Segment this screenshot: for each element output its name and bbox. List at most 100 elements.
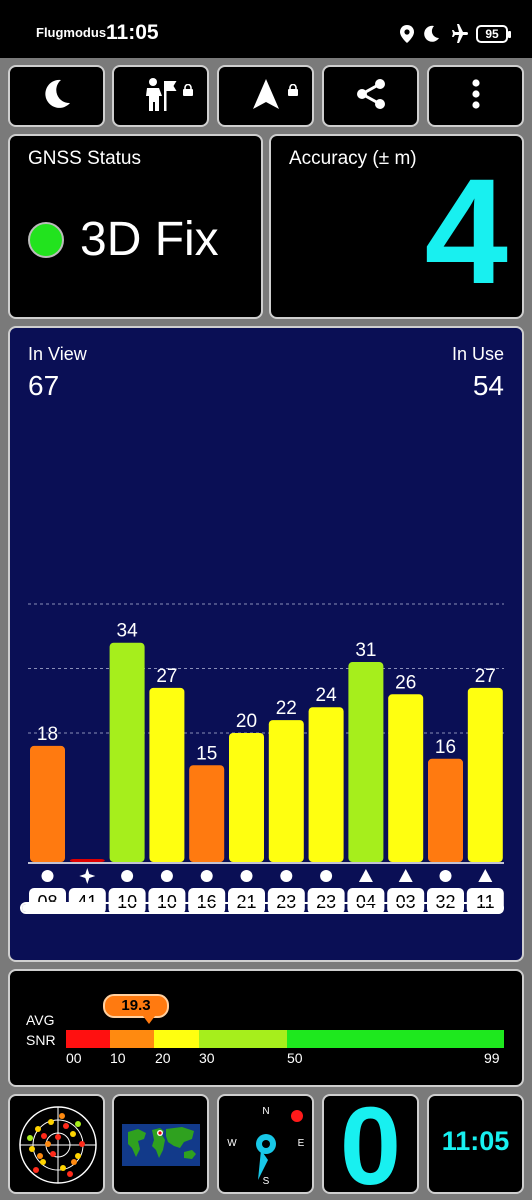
snr-scale-segment (66, 1030, 111, 1048)
chart-scrollbar[interactable] (20, 902, 504, 914)
in-view-count: 67 (28, 370, 60, 401)
skyview-button[interactable] (8, 1094, 105, 1194)
snr-bar (30, 745, 65, 862)
accuracy-value: 4 (424, 147, 508, 315)
clock-button[interactable]: 11:05 (427, 1094, 524, 1194)
bar-value-label: 24 (316, 685, 338, 706)
in-use-label: In Use (451, 344, 504, 364)
snr-bar (149, 687, 185, 862)
constellation-triangle-icon (478, 869, 493, 882)
skyview-radar-icon (18, 1104, 98, 1190)
lock-icon (183, 81, 193, 100)
status-bar: Flugmodus 11:05 95 (0, 0, 532, 58)
satellite-id-badge (148, 888, 186, 914)
satellite-id-badge (466, 888, 504, 914)
night-mode-button[interactable] (8, 65, 105, 127)
snr-color-scale (66, 1030, 504, 1048)
snr-scale-segment (287, 1030, 504, 1048)
moon-icon (422, 25, 440, 43)
snr-tick-label: 99 (484, 1050, 500, 1066)
battery-icon: 95 (476, 25, 511, 43)
in-view-label: In View (28, 344, 87, 364)
bar-value-label: 22 (276, 698, 297, 719)
snr-bar (467, 687, 503, 862)
bar-value-label: 18 (37, 724, 58, 745)
clock-display: 11:05 (441, 1126, 510, 1156)
share-icon (355, 78, 387, 114)
satellite-id-badge (228, 888, 265, 914)
constellation-circle-icon (280, 870, 293, 882)
constellation-triangle-icon (398, 869, 413, 882)
constellation-circle-icon (320, 870, 333, 882)
avg-snr-label: AVG SNR (26, 1010, 56, 1050)
navigation-lock-button[interactable] (217, 65, 314, 127)
satellite-id-badge (387, 888, 425, 914)
snr-tick-label: 30 (199, 1050, 215, 1066)
snr-label: SNR (26, 1032, 56, 1048)
constellation-circle-icon (160, 870, 173, 882)
snr-scale-segment (154, 1030, 199, 1048)
satellite-id-badge (307, 888, 345, 914)
airplane-icon (448, 24, 468, 44)
bar-value-label: 27 (156, 666, 177, 687)
flight-mode-label: Flugmodus (36, 25, 107, 40)
compass-button[interactable]: N E S W (217, 1094, 314, 1194)
more-menu-button[interactable] (427, 65, 524, 127)
snr-bar (69, 859, 105, 862)
accuracy-panel[interactable]: Accuracy (± m) 4 (269, 134, 524, 319)
constellation-circle-icon (121, 870, 134, 882)
navigation-arrow-icon (252, 79, 279, 113)
snr-bar (348, 662, 384, 862)
snr-tick-label: 20 (155, 1050, 171, 1066)
constellation-triangle-icon (358, 869, 373, 882)
fix-status-text: 3D Fix (80, 213, 219, 266)
snr-scale-segment (198, 1030, 288, 1048)
snr-tick-label: 00 (66, 1050, 82, 1066)
bar-value-label: 16 (435, 737, 456, 758)
snr-bar (109, 642, 145, 862)
map-lock-button[interactable] (112, 65, 209, 127)
status-time: 11:05 (106, 21, 159, 44)
share-button[interactable] (322, 65, 419, 127)
lock-icon (288, 81, 298, 100)
snr-bar (308, 707, 344, 862)
bar-value-label: 15 (196, 743, 217, 764)
avg-snr-panel (8, 969, 524, 1087)
constellation-star-icon (79, 868, 96, 884)
satellite-id-badge (108, 888, 146, 914)
bar-value-label: 27 (475, 666, 496, 687)
location-icon (400, 25, 414, 43)
person-flag-icon (143, 77, 179, 115)
bar-value-label: 20 (236, 711, 257, 732)
compass-icon: N E S W (221, 1098, 311, 1196)
satellite-counter-value: 0 (339, 1094, 402, 1194)
gnss-status-title: GNSS Status (28, 148, 141, 169)
satellite-id-badge (427, 888, 464, 914)
moon-icon (43, 79, 71, 113)
snr-tick-label: 10 (110, 1050, 126, 1066)
snr-scale-segment (110, 1030, 155, 1048)
constellation-circle-icon (200, 870, 213, 882)
avg-label: AVG (26, 1012, 55, 1028)
avg-snr-value: 19.3 (103, 994, 169, 1024)
fix-indicator-dot (28, 222, 64, 258)
world-map-button[interactable] (112, 1094, 209, 1194)
satellite-id-badge (347, 888, 385, 914)
constellation-circle-icon (240, 870, 253, 882)
snr-bar (268, 720, 304, 862)
satellite-id-badge (267, 888, 305, 914)
counter-button[interactable]: 0 (322, 1094, 419, 1194)
bar-value-label: 31 (355, 640, 376, 661)
status-icons: 95 (400, 22, 511, 46)
bar-value-label: 34 (117, 621, 139, 642)
chart-scroll-thumb[interactable] (22, 904, 104, 912)
world-map-icon (122, 1124, 200, 1170)
snr-tick-label: 50 (287, 1050, 303, 1066)
constellation-circle-icon (41, 870, 54, 882)
in-use-count: 54 (472, 370, 504, 401)
compass-north-label: N (262, 1106, 269, 1117)
more-vertical-icon (471, 79, 481, 113)
compass-east-label: E (298, 1138, 305, 1149)
gnss-status-panel[interactable]: GNSS Status 3D Fix (8, 134, 263, 319)
